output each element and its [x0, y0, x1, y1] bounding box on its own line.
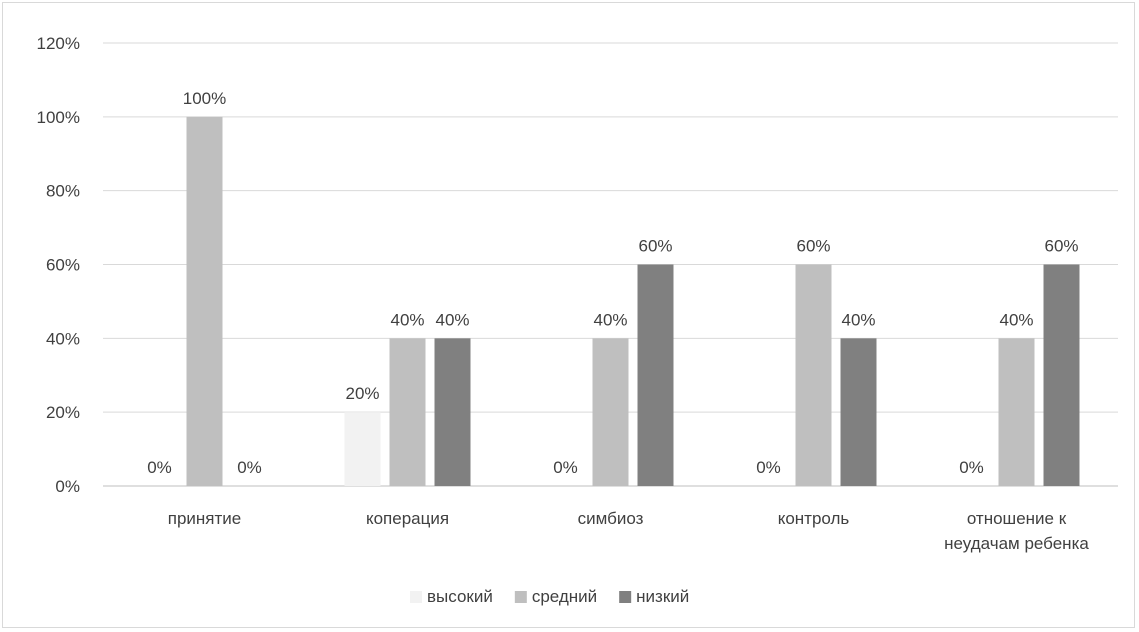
- bar-низкий: [840, 338, 877, 486]
- legend-label: средний: [532, 587, 597, 606]
- bar-средний: [389, 338, 426, 486]
- data-label: 60%: [796, 237, 830, 256]
- data-label: 40%: [841, 310, 875, 329]
- data-label: 20%: [345, 384, 379, 403]
- data-label: 40%: [999, 310, 1033, 329]
- category-label: отношение к: [967, 509, 1067, 528]
- y-tick-label: 100%: [37, 108, 80, 127]
- bar-низкий: [637, 264, 674, 486]
- data-label: 60%: [638, 237, 672, 256]
- category-label: коперация: [366, 509, 449, 528]
- legend-swatch: [410, 591, 422, 603]
- bar-средний: [998, 338, 1035, 486]
- legend-label: низкий: [636, 587, 689, 606]
- bar-средний: [592, 338, 629, 486]
- bar-низкий: [434, 338, 471, 486]
- data-label: 40%: [435, 310, 469, 329]
- data-label: 40%: [593, 310, 627, 329]
- data-label: 0%: [553, 458, 578, 477]
- category-label: неудачам ребенка: [944, 534, 1089, 553]
- category-label: принятие: [168, 509, 242, 528]
- y-tick-label: 120%: [37, 34, 80, 53]
- bar-средний: [186, 116, 223, 486]
- data-label: 100%: [183, 89, 226, 108]
- category-label: симбиоз: [578, 509, 644, 528]
- data-label: 0%: [756, 458, 781, 477]
- y-tick-label: 40%: [46, 329, 80, 348]
- data-label: 0%: [237, 458, 262, 477]
- y-tick-label: 80%: [46, 182, 80, 201]
- legend-swatch: [514, 591, 527, 603]
- data-label: 0%: [959, 458, 984, 477]
- legend-swatch: [619, 591, 632, 603]
- y-tick-label: 20%: [46, 403, 80, 422]
- data-label: 40%: [390, 310, 424, 329]
- bar-высокий: [344, 412, 381, 486]
- bar-средний: [795, 264, 832, 486]
- category-label: контроль: [778, 509, 850, 528]
- data-label: 0%: [147, 458, 172, 477]
- y-tick-label: 60%: [46, 256, 80, 275]
- bar-низкий: [1043, 264, 1080, 486]
- legend-label: высокий: [427, 587, 493, 606]
- y-tick-label: 0%: [55, 477, 80, 496]
- data-label: 60%: [1044, 237, 1078, 256]
